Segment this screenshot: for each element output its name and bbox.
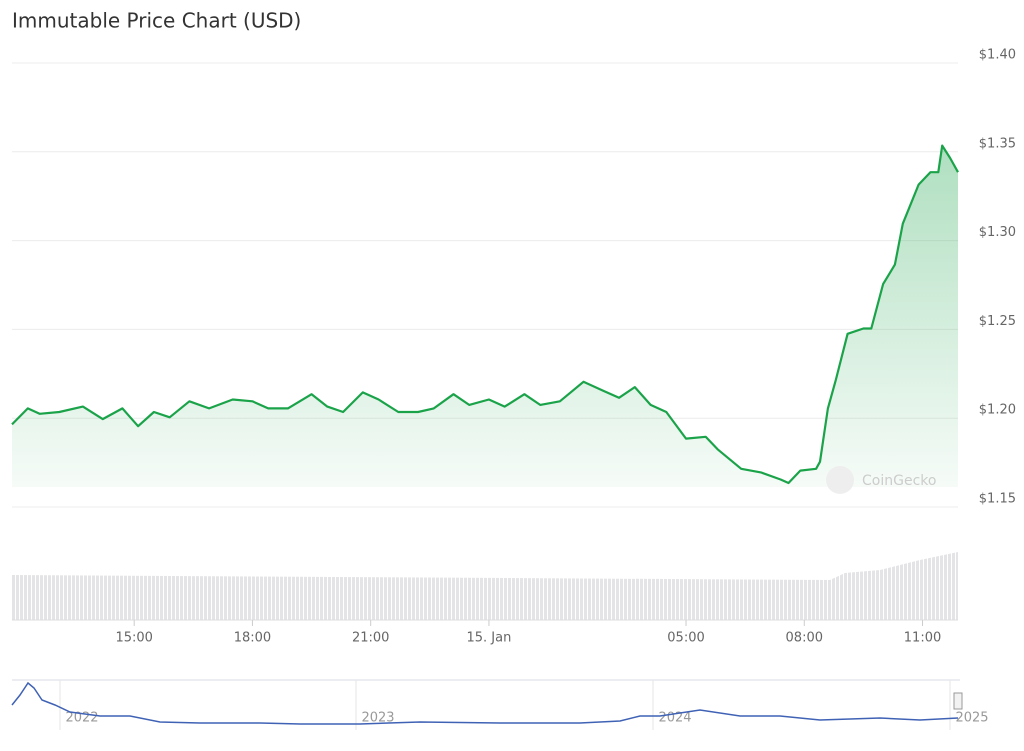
y-tick-label: $1.20 [979, 403, 1016, 418]
x-tick-label: 15. Jan [467, 631, 512, 646]
navigator-handle[interactable] [953, 692, 963, 710]
x-tick-label: 21:00 [352, 631, 389, 646]
navigator [11, 679, 963, 730]
price-line [11, 144, 959, 485]
y-tick-label: $1.35 [979, 136, 1016, 151]
price-area [12, 145, 958, 487]
navigator-line [11, 681, 959, 725]
x-tick-label: 15:00 [115, 631, 152, 646]
x-tick-label: 05:00 [667, 631, 704, 646]
x-tick-label: 18:00 [234, 631, 271, 646]
y-tick-label: $1.30 [979, 225, 1016, 240]
watermark: CoinGecko [862, 473, 936, 489]
navigator-label: 2023 [361, 711, 394, 726]
y-tick-label: $1.40 [979, 48, 1016, 63]
chart-title: Immutable Price Chart (USD) [12, 9, 301, 33]
watermark-logo [826, 466, 854, 494]
y-tick-label: $1.25 [979, 314, 1016, 329]
x-tick-label: 11:00 [904, 631, 941, 646]
watermark-group: CoinGecko [826, 466, 936, 494]
navigator-label: 2025 [955, 711, 988, 726]
x-tick-label: 08:00 [786, 631, 823, 646]
volume-bars [12, 552, 958, 620]
y-tick-label: $1.15 [979, 492, 1016, 507]
